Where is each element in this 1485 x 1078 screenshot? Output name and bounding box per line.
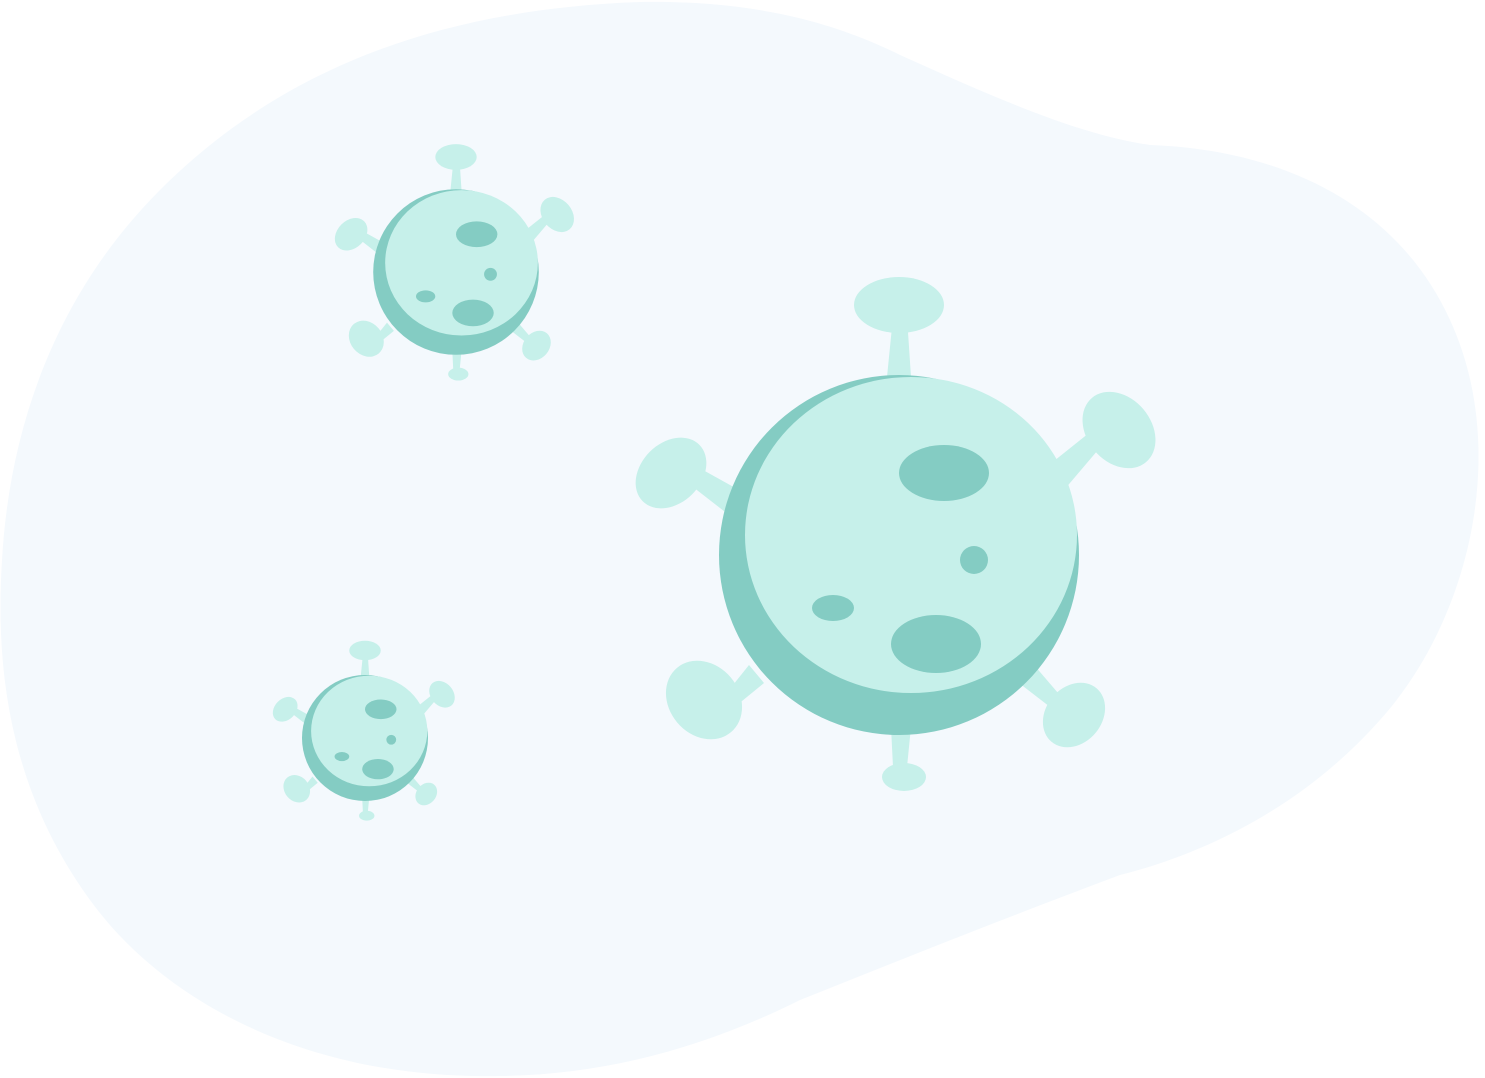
virus-illustration bbox=[0, 1, 1479, 1077]
